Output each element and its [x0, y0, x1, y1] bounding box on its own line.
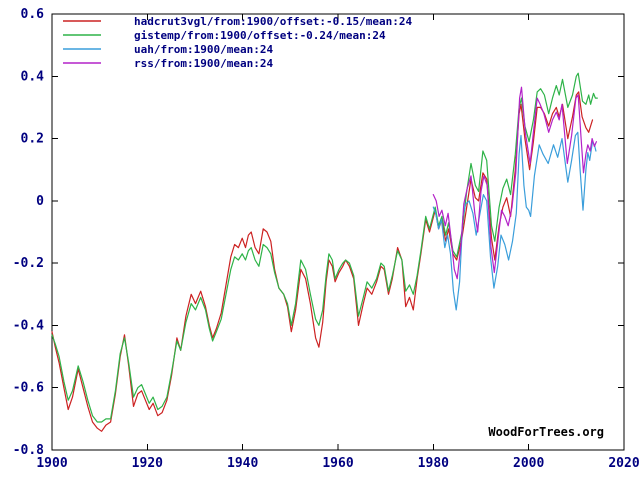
legend-label: rss/from:1900/mean:24 — [134, 57, 273, 70]
x-tick-label: 1980 — [418, 456, 449, 471]
series-line-rss — [432, 86, 598, 280]
y-tick-label: 0.6 — [21, 7, 45, 22]
y-tick-label: -0.2 — [13, 256, 44, 271]
x-tick-label: 1900 — [36, 456, 67, 471]
x-tick-label: 2000 — [513, 456, 544, 471]
y-tick-label: 0.2 — [21, 132, 44, 147]
watermark: WoodForTrees.org — [488, 425, 604, 439]
legend-label: uah/from:1900/mean:24 — [134, 43, 273, 56]
series-line-hadcrut3vgl — [51, 91, 594, 432]
y-tick-label: -0.8 — [13, 443, 44, 458]
legend-label: hadcrut3vgl/from:1900/offset:-0.15/mean:… — [134, 15, 413, 28]
plot-border — [51, 13, 625, 451]
series-line-uah — [432, 131, 597, 311]
x-tick-label: 2020 — [608, 456, 639, 471]
x-tick-label: 1960 — [322, 456, 353, 471]
y-tick-label: -0.6 — [13, 381, 44, 396]
y-tick-label: 0 — [36, 194, 44, 209]
series-line-gistemp — [51, 72, 598, 423]
x-tick-label: 1920 — [132, 456, 163, 471]
y-tick-label: 0.4 — [21, 69, 45, 84]
x-tick-label: 1940 — [227, 456, 258, 471]
legend-label: gistemp/from:1900/offset:-0.24/mean:24 — [134, 29, 386, 42]
y-tick-label: -0.4 — [13, 318, 44, 333]
